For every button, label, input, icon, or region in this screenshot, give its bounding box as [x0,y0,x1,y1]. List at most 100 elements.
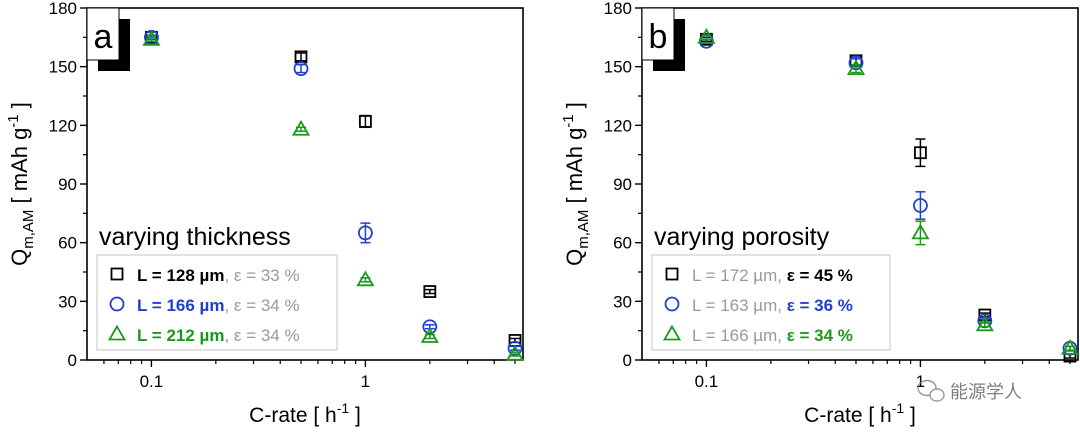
legend-label-bold: ε = 34 % [787,326,853,345]
y-axis-label: Qm,AM [ mAh g-1 ] [560,102,592,266]
legend-label-bold: ε = 45 % [787,266,853,285]
legend-item: L = 163 µm, ε = 36 % [664,296,853,315]
y-axis-label-sup: -1 [560,114,577,127]
triangle-marker [697,28,716,44]
legend-label-bold: L = 212 µm [137,326,224,345]
legend-box [651,254,891,351]
triangle-marker [107,324,127,341]
legend-label: L = 163 µm, ε = 36 % [692,296,853,315]
triangle-marker [420,327,439,343]
legend-label-muted: , ε = 34 % [224,326,299,345]
x-tick-label: 1 [916,372,925,391]
triangle-marker [846,59,866,76]
legend-label-muted: , ε = 33 % [224,266,299,285]
panel-label-box [641,7,675,61]
square-marker [423,285,437,298]
x-axis-label-sup: -1 [892,400,905,416]
circle-marker [422,319,438,335]
y-axis-label-text: Q [562,249,587,266]
y-tick-label: 0 [623,351,632,370]
y-tick-label: 90 [58,175,77,194]
square-marker [914,146,927,160]
y-axis-label-sub: m,AM [20,210,37,249]
legend-item: L = 128 µm, ε = 33 % [110,266,300,285]
panel-label: b [649,18,668,56]
wechat-icon [917,379,945,402]
panel-label: a [94,18,113,56]
y-axis-label-text: Q [7,249,32,266]
square-marker [110,267,124,281]
x-axis-label-text: C-rate [ h [804,404,892,427]
y-tick-label: 90 [613,175,632,194]
legend-title: varying thickness [99,223,291,251]
legend-label-muted: L = 163 µm, [692,296,787,315]
x-tick-label: 0.1 [695,372,719,391]
legend-label-bold: ε = 36 % [787,296,853,315]
circle-marker [358,225,373,241]
legend-label: L = 166 µm, ε = 34 % [137,296,300,315]
y-axis-label-end: ] [562,102,587,114]
square-marker [665,267,679,281]
legend-label: L = 172 µm, ε = 45 % [692,266,853,285]
y-axis-label-end: ] [7,102,32,114]
y-tick-label: 120 [604,116,632,135]
legend-label-muted: L = 172 µm, [692,266,787,285]
triangle-marker [1060,338,1080,355]
legend-label: L = 128 µm, ε = 33 % [137,266,300,285]
legend-label-muted: L = 166 µm, [692,326,787,345]
wechat-bubble [917,379,937,397]
x-tick-label: 0.1 [140,372,164,391]
y-axis-label-sup: -1 [5,114,22,127]
y-tick-label: 180 [49,0,77,18]
legend-item: L = 166 µm, ε = 34 % [662,324,853,345]
x-axis-label-end: ] [349,404,361,427]
legend-label-muted: , ε = 34 % [224,296,299,315]
triangle-marker [505,344,525,361]
y-tick-label: 150 [604,58,632,77]
watermark-text: 能源学人 [950,382,1022,402]
circle-marker [109,296,125,312]
x-axis-label: C-rate [ h-1 ] [804,400,916,427]
y-axis-label-mid: [ mAh g [7,128,32,210]
triangle-marker [356,270,375,287]
y-axis-label-mid: [ mAh g [562,128,587,210]
y-axis-label: Qm,AM [ mAh g-1 ] [5,102,37,266]
legend-label: L = 166 µm, ε = 34 % [692,326,853,345]
legend-label-bold: L = 128 µm [137,266,224,285]
y-tick-label: 120 [49,116,77,135]
y-tick-label: 180 [604,0,632,18]
y-tick-label: 60 [58,234,77,253]
legend-item: L = 166 µm, ε = 34 % [109,296,300,315]
y-axis-label-sub: m,AM [575,210,592,249]
circle-marker [293,61,309,77]
y-tick-label: 30 [58,292,77,311]
circle-marker [664,296,680,312]
legend-label: L = 212 µm, ε = 34 % [137,326,300,345]
legend-label-bold: L = 166 µm [137,296,224,315]
triangle-marker [975,315,994,332]
y-tick-label: 150 [49,58,77,77]
legend-box [96,254,338,351]
triangle-marker [142,29,161,46]
series-2 [697,28,1080,355]
triangle-marker [911,223,930,240]
triangle-marker [291,119,311,136]
circle-marker [913,198,928,213]
x-axis-label: C-rate [ h-1 ] [249,400,361,427]
x-axis-label-text: C-rate [ h [249,404,337,427]
panel-label-box [86,7,120,61]
series-2 [142,29,525,361]
square-marker [359,115,372,128]
x-axis-label-sup: -1 [337,400,350,416]
triangle-marker [662,324,682,341]
legend-item: L = 172 µm, ε = 45 % [665,266,853,285]
y-tick-label: 0 [68,351,77,370]
legend-title: varying porosity [654,223,830,251]
x-tick-label: 1 [361,372,370,391]
legend-item: L = 212 µm, ε = 34 % [107,324,300,345]
watermark: 能源学人 [917,379,1022,402]
y-tick-label: 60 [613,234,632,253]
